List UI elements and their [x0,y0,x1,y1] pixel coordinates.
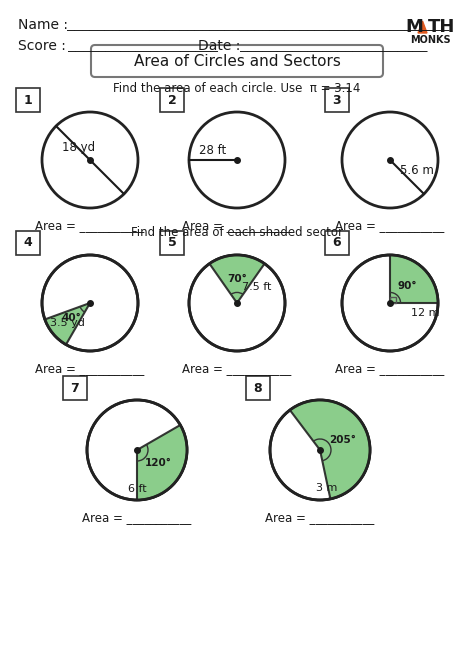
Text: 18 yd: 18 yd [63,141,96,153]
Text: Area = ___________: Area = ___________ [182,362,292,375]
Wedge shape [290,400,370,499]
Text: 6: 6 [333,237,341,249]
FancyBboxPatch shape [91,45,383,77]
Text: Area = ___________: Area = ___________ [36,220,145,232]
Text: Score :: Score : [18,39,70,53]
Text: 205°: 205° [329,435,356,445]
Text: 5.6 m: 5.6 m [400,164,434,178]
Text: 120°: 120° [145,458,172,468]
Text: Name :: Name : [18,18,73,32]
Text: Area of Circles and Sectors: Area of Circles and Sectors [134,54,340,68]
Text: Find the area of each circle. Use  π = 3.14: Find the area of each circle. Use π = 3.… [113,82,361,96]
Text: 40°: 40° [62,314,82,324]
Text: ___________________________________________________: ________________________________________… [67,19,449,31]
Text: Area = ___________: Area = ___________ [265,511,374,525]
Text: Date :: Date : [198,39,245,53]
Text: 2: 2 [168,94,176,107]
Text: Find the area of each shaded sector: Find the area of each shaded sector [131,226,343,239]
FancyBboxPatch shape [246,376,270,400]
Text: 8: 8 [254,381,262,395]
Text: 7: 7 [71,381,79,395]
Text: 70°: 70° [227,274,247,284]
Text: 7.5 ft: 7.5 ft [242,281,272,291]
Text: Area = ___________: Area = ___________ [182,220,292,232]
Circle shape [270,400,370,500]
FancyBboxPatch shape [325,88,349,112]
FancyBboxPatch shape [16,88,40,112]
Text: 6 ft: 6 ft [128,484,146,494]
Wedge shape [390,255,438,303]
FancyBboxPatch shape [160,88,184,112]
Text: 28 ft: 28 ft [200,143,227,157]
Text: 3 m: 3 m [316,483,337,493]
Text: Area = ___________: Area = ___________ [82,511,191,525]
Text: ____________________: ____________________ [68,40,218,52]
Text: Area = ___________: Area = ___________ [36,362,145,375]
Wedge shape [137,425,187,500]
Text: MONKS: MONKS [410,35,451,45]
Text: _________________________: _________________________ [240,40,428,52]
Text: TH: TH [428,18,456,36]
FancyBboxPatch shape [16,231,40,255]
Text: 3.5 yd: 3.5 yd [50,318,84,328]
Circle shape [42,255,138,351]
Text: 4: 4 [24,237,32,249]
FancyBboxPatch shape [160,231,184,255]
Text: Area = ___________: Area = ___________ [336,220,445,232]
FancyBboxPatch shape [63,376,87,400]
Circle shape [342,255,438,351]
Circle shape [87,400,187,500]
Text: 90°: 90° [397,281,417,291]
Text: M: M [405,18,423,36]
Wedge shape [45,303,90,344]
Text: 12 m: 12 m [410,308,439,318]
Text: 3: 3 [333,94,341,107]
Text: 5: 5 [168,237,176,249]
Text: Area = ___________: Area = ___________ [336,362,445,375]
Circle shape [189,255,285,351]
Polygon shape [418,21,427,33]
Wedge shape [210,255,264,303]
FancyBboxPatch shape [325,231,349,255]
Text: 1: 1 [24,94,32,107]
